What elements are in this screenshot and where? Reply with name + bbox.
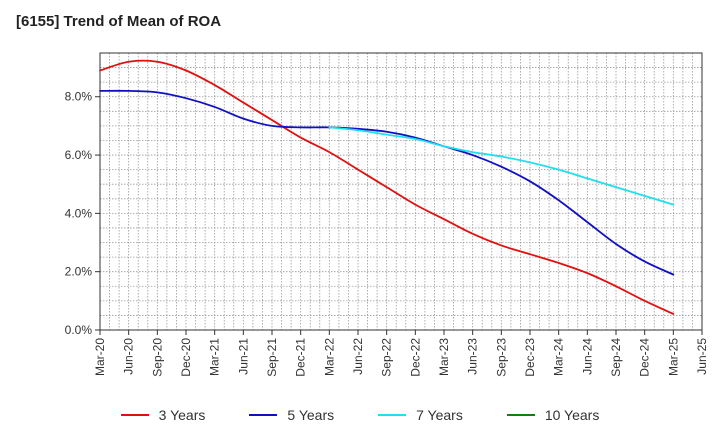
legend-label: 7 Years [416, 407, 463, 423]
x-tick-label: Dec-22 [408, 338, 422, 377]
y-tick-label: 8.0% [65, 90, 93, 104]
x-tick-label: Dec-24 [638, 338, 652, 377]
legend-item-5-years: 5 Years [249, 407, 334, 423]
y-tick-label: 2.0% [65, 265, 93, 279]
y-tick-label: 4.0% [65, 206, 93, 220]
x-tick-label: Sep-24 [609, 338, 623, 377]
y-tick-label: 6.0% [65, 148, 93, 162]
legend-label: 5 Years [287, 407, 335, 423]
x-tick-label: Jun-20 [122, 338, 136, 375]
axes [95, 52, 703, 335]
x-tick-label: Jun-21 [236, 338, 250, 375]
legend-swatch [120, 414, 149, 416]
x-tick-label: Jun-22 [351, 338, 365, 375]
series-line-5-years [99, 89, 675, 276]
tick-labels: 0.0% 2.0% 4.0% 6.0% 8.0% Mar-20 Jun-20 Sep-20 De… [65, 90, 709, 377]
legend-item-3-years: 3 Years [120, 407, 206, 423]
x-tick-label: Mar-22 [322, 338, 336, 376]
x-tick-label: Mar-25 [666, 338, 680, 376]
series-line-3-years [99, 59, 675, 315]
series-lines [99, 59, 675, 315]
legend-item-7-years: 7 Years [378, 407, 463, 423]
x-tick-label: Mar-24 [552, 338, 566, 376]
x-tick-label: Sep-20 [150, 338, 164, 377]
x-tick-label: Mar-20 [93, 338, 107, 376]
series-line-7-years [328, 126, 675, 206]
x-tick-label: Sep-23 [494, 338, 508, 377]
legend-swatch [378, 414, 407, 416]
x-tick-label: Dec-21 [294, 338, 308, 377]
x-tick-label: Dec-23 [523, 338, 537, 377]
x-tick-label: Mar-23 [437, 338, 451, 376]
legend-swatch [249, 414, 278, 416]
x-tick-label: Mar-21 [208, 338, 222, 376]
grid-lines [100, 53, 702, 330]
legend-label: 10 Years [544, 407, 600, 423]
x-tick-label: Jun-25 [695, 338, 709, 375]
legend-item-10-years: 10 Years [506, 407, 600, 423]
legend: 3 Years 5 Years 7 Years 10 Years [0, 404, 720, 426]
chart-title: [6155] Trend of Mean of ROA [16, 13, 222, 30]
legend-swatch [506, 414, 535, 416]
x-tick-label: Jun-24 [580, 338, 594, 375]
y-tick-label: 0.0% [65, 323, 93, 337]
plot-frame [99, 52, 703, 331]
x-tick-label: Dec-20 [179, 338, 193, 377]
x-tick-label: Sep-22 [380, 338, 394, 377]
x-tick-label: Jun-23 [466, 338, 480, 375]
legend-label: 3 Years [158, 407, 206, 423]
x-tick-label: Sep-21 [265, 338, 279, 377]
plot-area [100, 53, 702, 330]
